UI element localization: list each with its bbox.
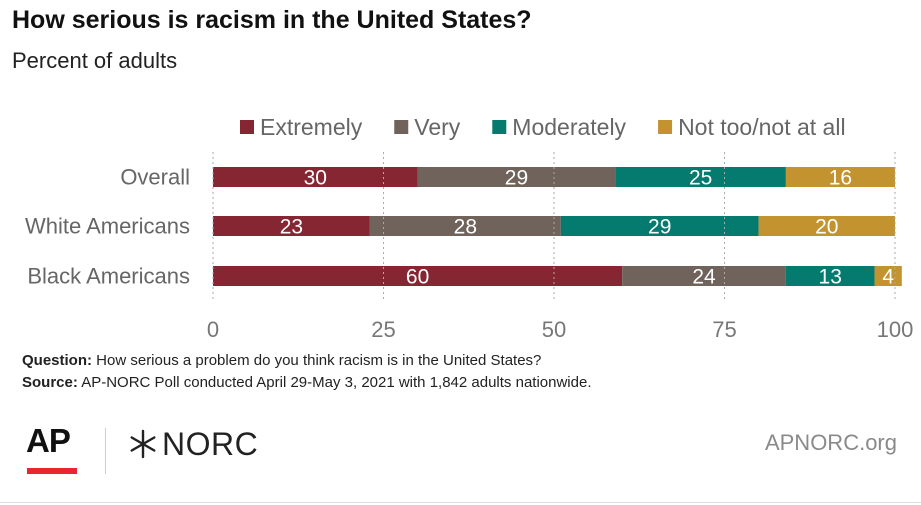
data-label-black-americans-very: 24 [692, 266, 716, 289]
bar-white-americans-very [369, 216, 561, 236]
ap-logo-underline [27, 468, 77, 474]
norc-logo-text: NORC [162, 426, 259, 462]
legend-item-extremely: Extremely [240, 114, 363, 140]
plot-area: 30 29 25 16 23 28 29 20 60 24 13 4 [213, 167, 902, 289]
legend: Extremely Very Moderately Not too/not at al… [240, 114, 846, 140]
legend-item-moderately: Moderately [492, 114, 627, 140]
legend-swatch-extremely [240, 120, 254, 134]
data-label-overall-extremely: 30 [304, 167, 327, 190]
norc-star-icon [130, 429, 156, 459]
data-label-black-americans-not-too-not-at-all: 4 [882, 266, 894, 289]
bar-overall-moderately [615, 167, 786, 187]
bar-overall-very [417, 167, 616, 187]
bar-overall-not-too-not-at-all [785, 167, 895, 187]
data-label-black-americans-extremely: 60 [406, 266, 429, 289]
legend-label-moderately: Moderately [512, 114, 626, 140]
source-label: Source: [22, 374, 78, 391]
bar-black-americans-very [622, 266, 786, 286]
data-label-overall-very: 29 [505, 167, 528, 190]
data-label-black-americans-moderately: 13 [819, 266, 842, 289]
ap-logo-text: AP [26, 422, 71, 459]
data-label-white-americans-very: 28 [454, 216, 477, 239]
question-note: Question: How serious a problem do you t… [22, 350, 591, 372]
norc-logo: NORC [128, 424, 258, 464]
y-tick-label-overall: Overall [120, 165, 190, 190]
data-label-overall-moderately: 25 [689, 167, 712, 190]
source-text: AP-NORC Poll conducted April 29-May 3, 2… [81, 374, 592, 391]
site-link[interactable]: APNORC.org [764, 430, 897, 455]
legend-swatch-moderately [492, 120, 507, 134]
stacked-bar-chart: Extremely Very Moderately Not too/not at al… [25, 114, 913, 342]
question-text: How serious a problem do you think racis… [96, 352, 542, 369]
bar-white-americans-not-too-not-at-all [758, 216, 895, 236]
y-tick-label-black-americans: Black Americans [27, 264, 190, 289]
data-label-overall-not-too-not-at-all: 16 [829, 167, 852, 190]
chart-subtitle: Percent of adults [12, 48, 178, 73]
legend-swatch-very [394, 120, 409, 134]
bar-black-americans-not-too-not-at-all [874, 266, 902, 286]
legend-item-very: Very [394, 114, 461, 140]
x-axis: 0 25 50 75 100 [207, 152, 913, 342]
legend-label-extremely: Extremely [260, 114, 363, 140]
question-label: Question: [22, 352, 92, 369]
legend-label-not-too-not-at-all: Not too/not at all [678, 114, 846, 140]
logo-divider [105, 428, 106, 474]
data-label-white-americans-extremely: 23 [280, 216, 303, 239]
x-tick-label-0: 0 [207, 317, 219, 342]
x-tick-label-50: 50 [542, 317, 566, 342]
ap-logo: AP [26, 422, 80, 478]
bar-black-americans-moderately [785, 266, 875, 286]
legend-label-very: Very [414, 114, 461, 140]
x-tick-label-100: 100 [877, 317, 914, 342]
y-axis: Overall White Americans Black Americans [25, 165, 190, 289]
source-note: Source: AP-NORC Poll conducted April 29-… [22, 372, 591, 394]
chart-notes: Question: How serious a problem do you t… [22, 350, 591, 394]
bar-overall-extremely [213, 167, 418, 187]
x-tick-label-25: 25 [371, 317, 395, 342]
y-tick-label-white-americans: White Americans [25, 214, 190, 239]
chart-title: How serious is racism in the United Stat… [12, 6, 532, 34]
data-label-white-americans-moderately: 29 [648, 216, 671, 239]
bottom-divider [0, 502, 921, 503]
x-tick-label-75: 75 [712, 317, 736, 342]
bar-black-americans-extremely [213, 266, 623, 286]
bar-white-americans-moderately [560, 216, 759, 236]
legend-swatch-not-too-not-at-all [658, 120, 673, 134]
legend-item-not-too-not-at-all: Not too/not at all [658, 114, 846, 140]
data-label-white-americans-not-too-not-at-all: 20 [815, 216, 838, 239]
bar-white-americans-extremely [213, 216, 370, 236]
